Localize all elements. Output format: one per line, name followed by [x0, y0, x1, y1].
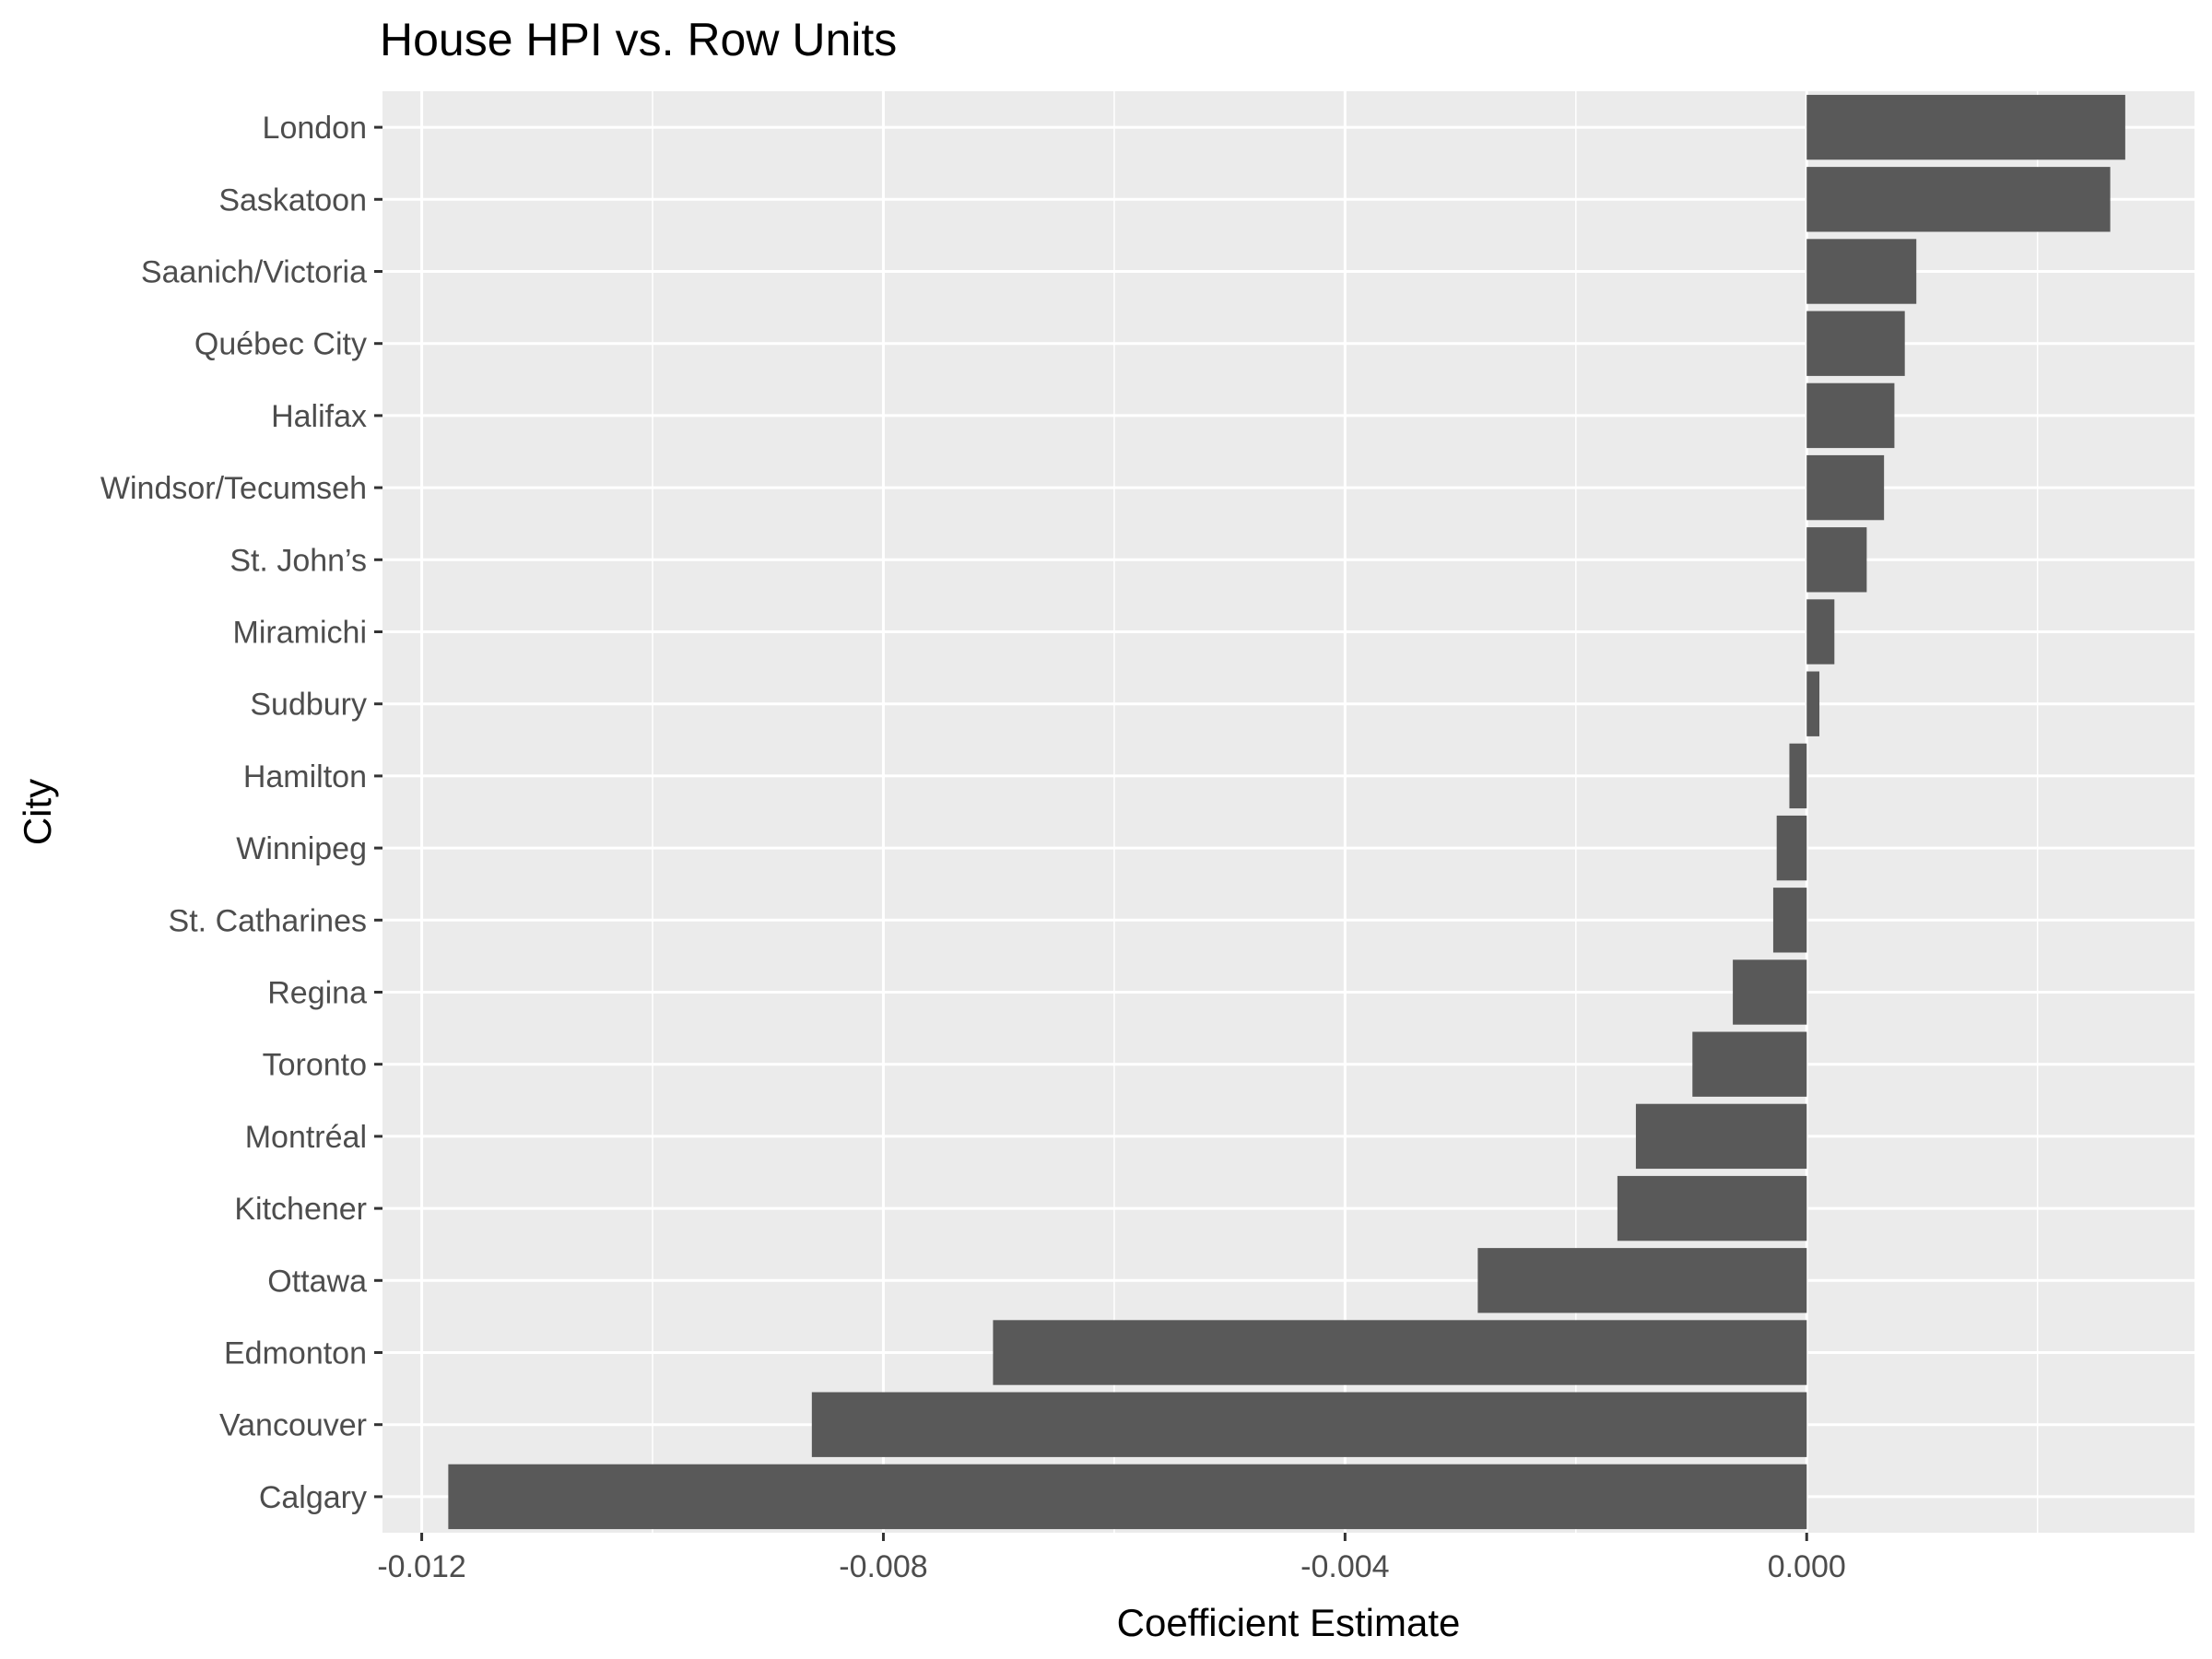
y-tick-label: Saskatoon [218, 182, 367, 218]
bar-vancouver [811, 1392, 1807, 1457]
y-tick-label: Edmonton [224, 1336, 367, 1371]
bar-winnipeg [1776, 815, 1807, 881]
y-axis-title: City [16, 779, 59, 845]
minor-gridlines [652, 91, 2039, 1533]
bar-st-catharines [1772, 888, 1807, 953]
plot-panel [382, 91, 2194, 1533]
y-axis: London Saskatoon Saanich/Victoria Québec Ci… [100, 111, 382, 1515]
bar-qu-bec-city [1806, 311, 1905, 376]
x-tick-label: -0.012 [377, 1549, 465, 1584]
bar-saskatoon [1806, 167, 2111, 232]
y-tick-label: Halifax [271, 399, 367, 434]
x-tick-label: -0.004 [1300, 1549, 1389, 1584]
bar-edmonton [993, 1320, 1807, 1385]
x-tick-label: -0.008 [839, 1549, 927, 1584]
bar-halifax [1806, 382, 1895, 449]
y-tick-label: Québec City [194, 327, 367, 362]
y-tick-label: Kitchener [234, 1192, 367, 1227]
bar-miramichi [1806, 599, 1835, 665]
bar-sudbury [1806, 671, 1820, 736]
y-tick-label: London [263, 111, 367, 146]
bar-hamilton [1789, 743, 1807, 809]
chart-title: House HPI vs. Row Units [380, 14, 897, 65]
bar-windsor-tecumseh [1806, 454, 1885, 521]
y-tick-label: Regina [267, 976, 367, 1011]
y-tick-label: Ottawa [267, 1264, 367, 1299]
bar-regina [1733, 959, 1807, 1025]
bar-calgary [448, 1464, 1807, 1530]
y-tick-label: Saanich/Victoria [141, 255, 367, 290]
bar-toronto [1692, 1031, 1807, 1097]
y-tick-label: Calgary [259, 1480, 367, 1515]
bar-montr-al [1635, 1103, 1807, 1170]
x-tick-label: 0.000 [1768, 1549, 1846, 1584]
major-gridlines [382, 91, 2194, 1533]
y-tick-label: Toronto [263, 1048, 367, 1083]
y-tick-label: Sudbury [250, 688, 367, 723]
y-tick-label: Windsor/Tecumseh [100, 471, 367, 506]
bar-kitchener [1617, 1175, 1807, 1241]
x-axis-title: Coefficient Estimate [1117, 1601, 1461, 1644]
x-axis: -0.012 -0.008 -0.004 0.000 [377, 1533, 1846, 1584]
bar-london [1806, 94, 2125, 160]
bar-ottawa [1477, 1248, 1807, 1313]
bar-saanich-victoria [1806, 239, 1917, 304]
y-tick-label: Miramichi [233, 616, 367, 651]
y-tick-label: Vancouver [219, 1408, 367, 1443]
y-tick-label: Winnipeg [236, 831, 367, 866]
y-tick-label: St. John’s [229, 543, 367, 578]
y-tick-label: Hamilton [243, 759, 367, 794]
y-tick-label: Montréal [245, 1120, 367, 1155]
bars [448, 94, 2125, 1530]
bar-st-john-s [1806, 527, 1867, 593]
y-tick-label: St. Catharines [169, 903, 367, 938]
